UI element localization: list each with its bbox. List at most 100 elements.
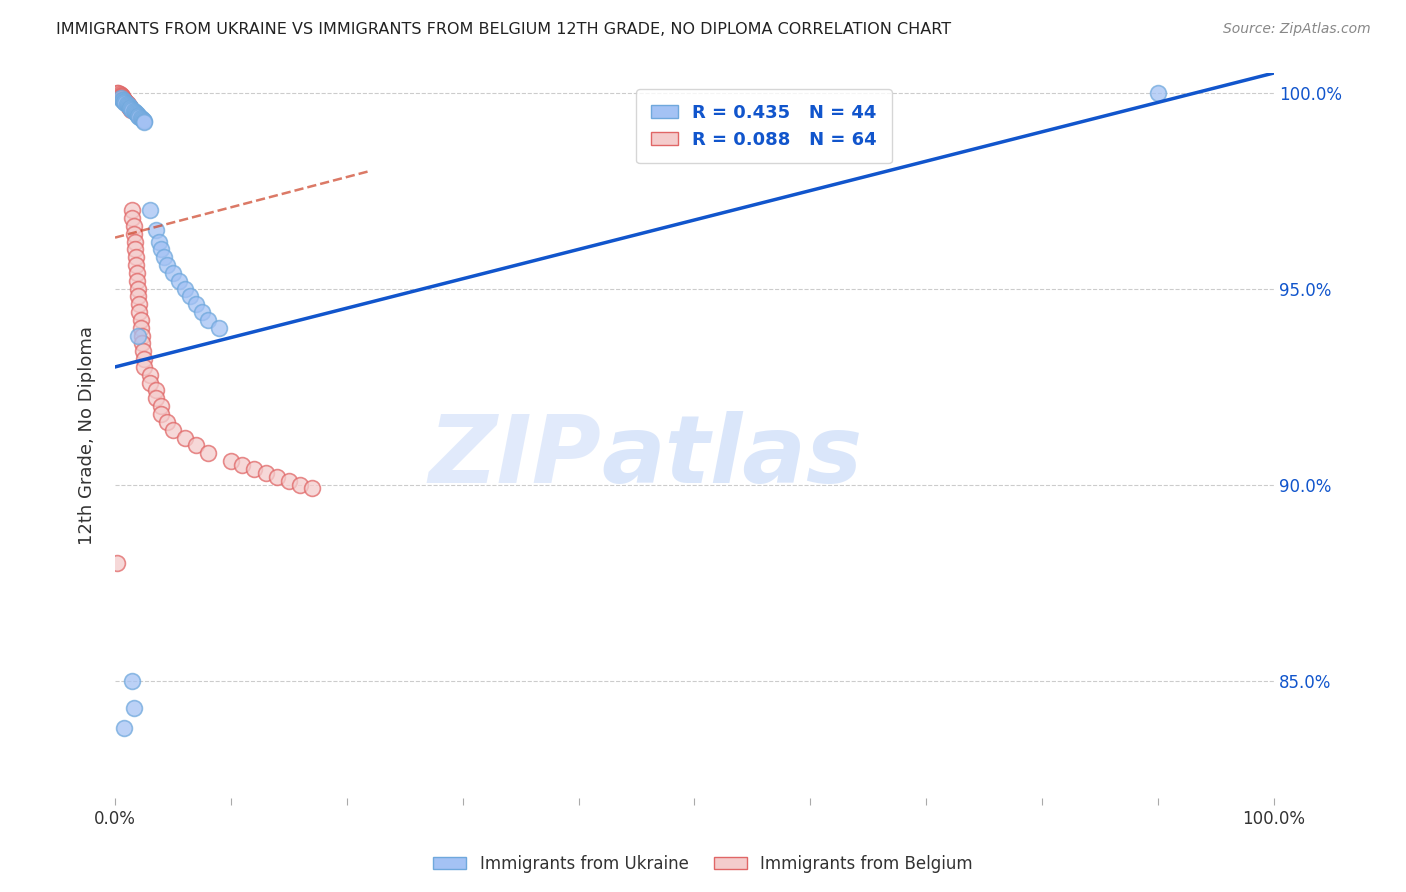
Point [120,101,142,115]
Point [121,203,143,218]
Point [118,100,141,114]
Point [1147,86,1170,100]
Point [127,289,149,303]
Point [186,297,208,311]
Point [132,115,155,129]
Text: Source: ZipAtlas.com: Source: ZipAtlas.com [1223,22,1371,37]
Point [139,376,162,390]
Point [121,103,143,118]
Point [150,407,173,421]
Legend: R = 0.435   N = 44, R = 0.088   N = 64: R = 0.435 N = 44, R = 0.088 N = 64 [637,89,891,163]
Point [112,721,135,735]
Point [145,223,167,237]
Point [125,106,148,120]
Point [125,274,148,288]
Point [127,282,149,296]
Point [179,289,201,303]
Point [120,100,142,114]
Point [186,438,208,452]
Point [115,95,138,110]
Point [152,250,174,264]
Point [150,399,173,413]
Point [118,99,141,113]
Point [105,556,128,570]
Point [129,111,152,125]
Point [112,95,135,110]
Point [110,91,132,105]
Point [122,219,145,233]
Point [115,96,138,111]
Point [162,266,184,280]
Point [128,305,150,319]
Point [132,113,155,128]
Point [122,227,145,241]
Point [112,93,135,107]
Point [124,105,146,120]
Point [301,482,323,496]
Point [125,266,148,280]
Point [191,305,214,319]
Y-axis label: 12th Grade, No Diploma: 12th Grade, No Diploma [79,326,96,545]
Point [124,243,146,257]
Point [132,344,155,359]
Point [114,94,136,108]
Point [121,673,143,688]
Point [173,430,195,444]
Point [105,86,128,100]
Point [114,95,136,109]
Point [120,100,142,114]
Point [118,99,141,113]
Point [132,114,155,128]
Point [128,110,150,124]
Point [127,328,149,343]
Point [148,235,170,249]
Point [120,103,142,117]
Point [112,94,135,108]
Point [145,384,167,398]
Text: IMMIGRANTS FROM UKRAINE VS IMMIGRANTS FROM BELGIUM 12TH GRADE, NO DIPLOMA CORREL: IMMIGRANTS FROM UKRAINE VS IMMIGRANTS FR… [56,22,952,37]
Text: atlas: atlas [602,411,863,503]
Point [111,89,134,103]
Point [132,352,155,367]
Point [254,466,277,480]
Point [125,250,148,264]
Point [197,313,219,327]
Point [127,108,149,122]
Point [290,477,312,491]
Point [125,258,148,272]
Point [122,701,145,715]
Point [112,91,135,105]
Point [124,235,146,249]
Point [107,87,129,101]
Point [131,328,153,343]
Point [117,98,139,112]
Point [125,107,148,121]
Point [277,474,299,488]
Point [110,88,132,103]
Point [129,313,152,327]
Point [128,297,150,311]
Point [231,458,253,472]
Point [139,368,162,382]
Point [131,336,153,351]
Point [112,94,135,108]
Point [120,102,142,116]
Point [117,97,139,112]
Point [120,102,142,116]
Point [127,109,149,123]
Point [219,454,242,468]
Point [173,282,195,296]
Text: ZIP: ZIP [429,411,602,503]
Point [266,469,288,483]
Point [129,320,152,334]
Point [120,101,142,115]
Point [162,423,184,437]
Point [208,320,231,334]
Point [117,98,139,112]
Point [112,94,135,108]
Point [121,211,143,225]
Point [197,446,219,460]
Point [132,359,155,374]
Point [114,96,136,111]
Point [112,92,135,106]
